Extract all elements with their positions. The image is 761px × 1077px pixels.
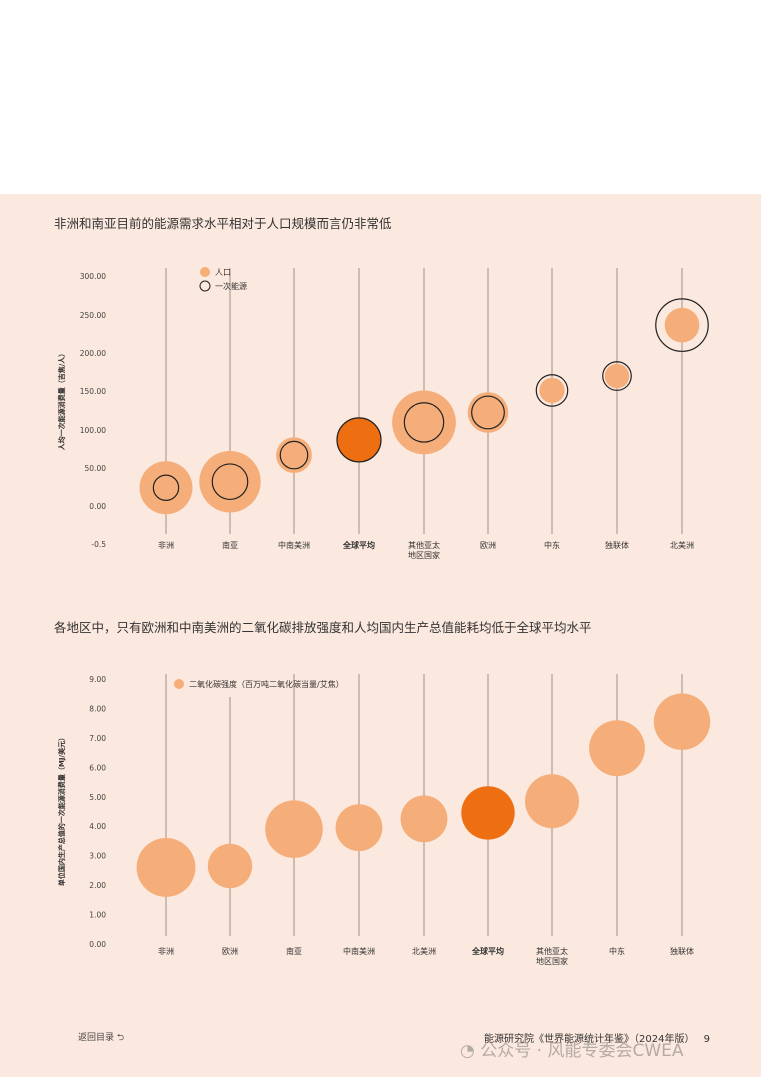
energy-bubble — [655, 298, 709, 352]
y-tick-label: 200.00 — [80, 349, 106, 358]
legend-energy-swatch — [199, 280, 211, 292]
intensity-bubble — [335, 804, 383, 852]
energy-bubble — [471, 395, 505, 430]
energy-bubble — [152, 474, 180, 501]
legend-energy-label: 一次能源 — [215, 281, 247, 291]
category-label: 北美洲 — [412, 946, 436, 956]
y-tick-label: 150.00 — [80, 387, 106, 396]
category-label: 非洲 — [158, 540, 174, 550]
population-bubble — [664, 307, 700, 343]
category-label: 非洲 — [158, 946, 174, 956]
intensity-bubble — [653, 693, 711, 750]
category-label: 中南美洲 — [343, 946, 375, 956]
energy-bubble — [211, 463, 249, 501]
energy-bubble — [336, 417, 382, 463]
wechat-icon: ◔ — [460, 1041, 475, 1061]
category-label: 全球平均 — [471, 946, 504, 956]
population-bubble — [604, 363, 630, 389]
category-label: 独联体 — [670, 946, 694, 956]
y-tick-label: 8.00 — [89, 704, 106, 713]
category-label: 中南美洲 — [278, 540, 310, 550]
y-tick-label: 250.00 — [80, 311, 106, 320]
intensity-bubble — [136, 838, 196, 897]
population-bubble — [139, 461, 193, 515]
population-bubble — [539, 377, 565, 404]
chart-panel — [0, 194, 761, 1077]
y-tick-label: 0.00 — [89, 940, 106, 949]
return-arrow-icon: ⮌ — [116, 1033, 125, 1043]
intensity-bubble — [525, 774, 579, 829]
back-to-contents-label: 返回目录 — [78, 1033, 115, 1043]
population-bubble — [467, 392, 509, 433]
energy-bubble — [403, 402, 445, 443]
category-label: 中东 — [609, 946, 625, 956]
legend-population-label: 人口 — [215, 268, 231, 277]
category-label: 欧洲 — [222, 946, 238, 956]
population-bubble — [276, 437, 312, 473]
population-bubble — [337, 417, 381, 462]
intensity-bubble — [265, 800, 323, 858]
intensity-bubble — [207, 843, 253, 889]
y-tick-label: 7.00 — [89, 734, 106, 743]
y-tick-label: 3.00 — [89, 852, 106, 861]
category-label: 中东 — [544, 540, 560, 550]
y-tick-label: 2.00 — [89, 881, 106, 890]
energy-bubble — [535, 374, 569, 407]
category-label: 其他亚太 — [536, 946, 568, 956]
chart-1-title: 非洲和南亚目前的能源需求水平相对于人口规模而言仍非常低 — [54, 216, 392, 231]
y-tick-label: 100.00 — [80, 426, 106, 435]
intensity-bubble — [589, 720, 645, 777]
y-tick-label: 6.00 — [89, 763, 106, 772]
energy-bubble — [279, 440, 309, 470]
category-label: 南亚 — [286, 946, 302, 956]
category-label: 南亚 — [222, 540, 238, 550]
population-bubble — [199, 450, 261, 513]
intensity-bubble — [461, 786, 515, 840]
y-tick-label: 1.00 — [89, 911, 106, 920]
legend-population-swatch — [200, 267, 210, 277]
y-axis-label: 人均一次能源消费量（吉焦/人） — [57, 350, 66, 451]
category-label: 地区国家 — [408, 550, 440, 560]
chart-2-title: 各地区中，只有欧洲和中南美洲的二氧化碳排放强度和人均国内生产总值能耗均低于全球平… — [54, 620, 592, 635]
y-tick-label: 50.00 — [85, 464, 107, 473]
watermark-text: 公众号 · 风能专委会CWEA — [480, 1041, 684, 1061]
y-tick-label: 9.00 — [89, 675, 106, 684]
y-tick-label: 300.00 — [80, 272, 106, 281]
category-label: 全球平均 — [342, 540, 375, 550]
watermark: ◔ 公众号 · 风能专委会CWEA — [460, 1036, 684, 1061]
category-label: 地区国家 — [536, 956, 568, 966]
y-tick-label: 0.00 — [89, 502, 106, 511]
page-number: 9 — [703, 1034, 711, 1045]
y-tick-label: 4.00 — [89, 822, 106, 831]
footer-source-text: 能源研究院《世界能源统计年鉴》（2024年版） — [484, 1034, 695, 1045]
energy-bubble — [602, 361, 632, 391]
legend-intensity-label: 二氧化碳强度（百万吨二氧化碳当量/艾焦） — [189, 679, 344, 689]
footer-source: 能源研究院《世界能源统计年鉴》（2024年版） 9 — [484, 1030, 710, 1045]
back-to-contents-link[interactable]: 返回目录 ⮌ — [78, 1030, 124, 1046]
category-label: 北美洲 — [670, 540, 694, 550]
category-label: 欧洲 — [480, 540, 496, 550]
y-axis-label: 单位国内生产总值的一次能源消费量（MJ/美元） — [57, 734, 66, 886]
population-bubble — [392, 390, 456, 455]
category-label: 其他亚太 — [408, 540, 440, 550]
y-tick-label: 5.00 — [89, 793, 106, 802]
category-label: 独联体 — [605, 540, 629, 550]
y-tick-label: -0.5 — [91, 540, 106, 549]
legend-intensity-swatch — [174, 679, 184, 689]
intensity-bubble — [400, 795, 448, 843]
